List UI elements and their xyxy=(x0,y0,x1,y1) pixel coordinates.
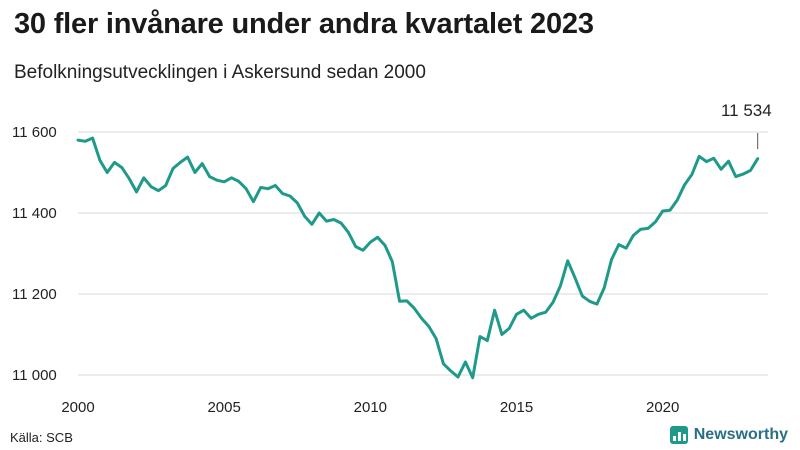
x-tick-label: 2015 xyxy=(500,399,533,416)
y-tick-label: 11 600 xyxy=(12,124,57,141)
x-tick-label: 2020 xyxy=(646,399,679,416)
series-line xyxy=(76,136,760,380)
x-tick-label: 2005 xyxy=(207,399,240,416)
x-tick-label: 2010 xyxy=(354,399,387,416)
brand-logo: Newsworthy xyxy=(669,426,788,444)
y-axis-ticks: 11 000 11 200 11 400 11 600 xyxy=(12,124,57,384)
series-layer xyxy=(76,136,760,380)
grid-lines xyxy=(78,131,768,376)
chart-title: 30 fler invånare under andra kvartalet 2… xyxy=(14,8,594,40)
y-tick-label: 11 000 xyxy=(12,367,57,384)
source-label: Källa: SCB xyxy=(10,430,73,445)
y-tick-label: 11 200 xyxy=(12,286,57,303)
brand-name: Newsworthy xyxy=(693,426,788,443)
chart-subtitle: Befolkningsutvecklingen i Askersund seda… xyxy=(14,62,426,83)
annotation-layer: 11 534 xyxy=(721,101,772,149)
annotation-label: 11 534 xyxy=(721,101,772,120)
y-tick-label: 11 400 xyxy=(12,205,57,222)
x-tick-label: 2000 xyxy=(61,399,94,416)
bar-chart-logo-icon xyxy=(669,426,688,444)
x-axis-ticks: 2000 2005 2010 2015 2020 xyxy=(61,399,679,416)
